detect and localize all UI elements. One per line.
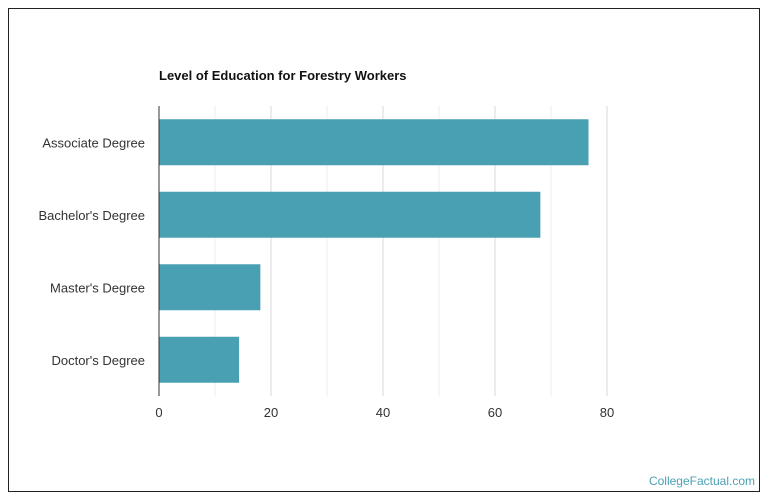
category-label: Master's Degree bbox=[50, 280, 145, 295]
source-link[interactable]: CollegeFactual.com bbox=[649, 474, 755, 488]
x-tick-label: 0 bbox=[155, 405, 162, 420]
chart-frame bbox=[8, 8, 760, 492]
bar[interactable] bbox=[159, 264, 261, 311]
x-tick-label: 60 bbox=[488, 405, 502, 420]
x-tick-label: 40 bbox=[376, 405, 390, 420]
category-labels: Associate Degree Bachelor's Degree Master'… bbox=[38, 135, 145, 368]
x-tick-label: 80 bbox=[600, 405, 614, 420]
bar[interactable] bbox=[159, 336, 240, 383]
bars-group bbox=[159, 119, 589, 383]
category-label: Bachelor's Degree bbox=[38, 208, 145, 223]
category-label: Doctor's Degree bbox=[51, 353, 145, 368]
chart-title: Level of Education for Forestry Workers bbox=[159, 68, 407, 83]
bar[interactable] bbox=[159, 191, 541, 238]
bar[interactable] bbox=[159, 119, 589, 166]
category-label: Associate Degree bbox=[42, 135, 145, 150]
x-tick-labels: 0 20 40 60 80 bbox=[155, 405, 614, 420]
x-tick-label: 20 bbox=[264, 405, 278, 420]
